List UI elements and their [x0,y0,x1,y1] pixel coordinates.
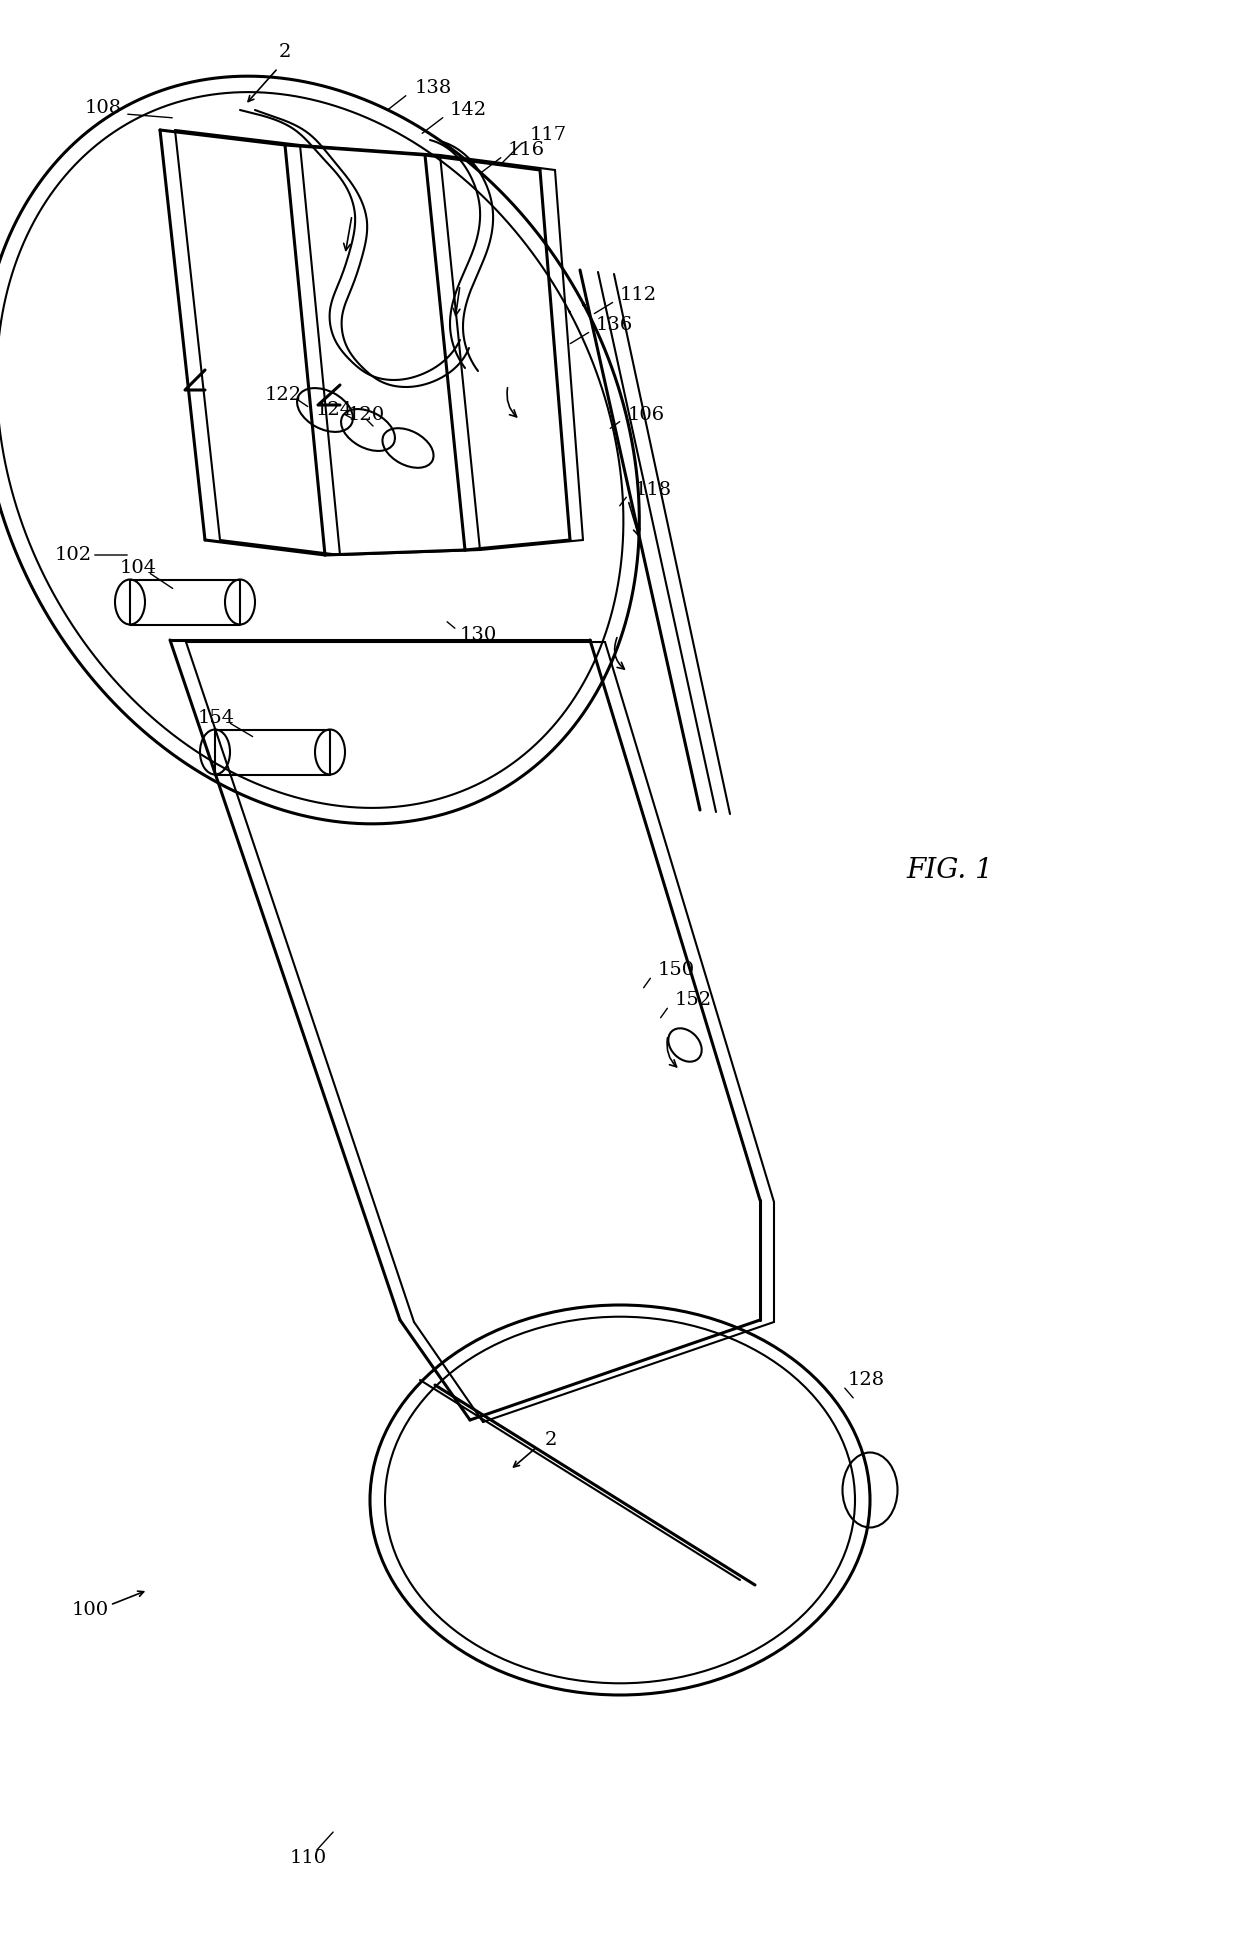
Text: 104: 104 [120,559,157,576]
Text: 128: 128 [848,1370,885,1390]
Text: 110: 110 [290,1850,327,1867]
Text: 152: 152 [675,992,712,1009]
Text: 136: 136 [596,316,634,334]
Text: 2: 2 [279,43,291,60]
Text: 116: 116 [508,142,546,159]
Text: 130: 130 [460,627,497,644]
Text: 154: 154 [198,708,236,728]
Text: 150: 150 [658,961,696,978]
Text: FIG. 1: FIG. 1 [906,856,993,883]
Text: 120: 120 [348,406,386,423]
Text: 102: 102 [55,545,92,565]
Text: 108: 108 [86,99,122,116]
Text: 117: 117 [529,126,567,144]
Text: 124: 124 [316,402,353,419]
Text: 138: 138 [415,80,453,97]
Text: 118: 118 [635,481,672,499]
Text: 112: 112 [620,285,657,305]
Text: 106: 106 [627,406,665,423]
Text: 122: 122 [265,386,303,404]
Text: 142: 142 [450,101,487,118]
Text: 100: 100 [72,1601,109,1619]
Text: 2: 2 [546,1431,557,1450]
